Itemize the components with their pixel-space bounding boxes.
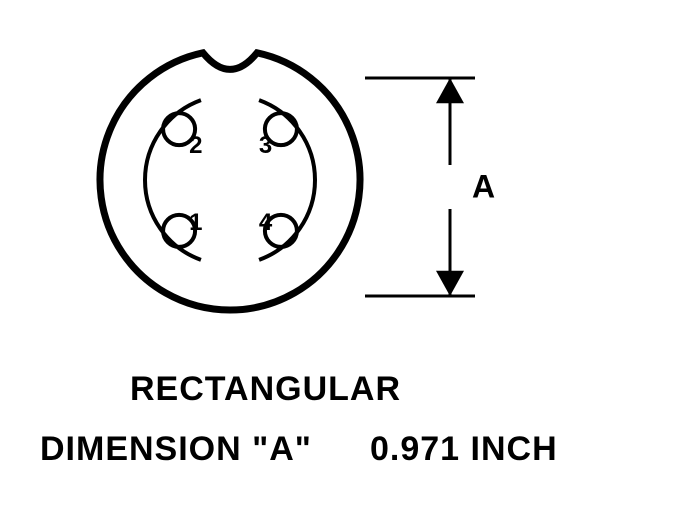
pin-label-2: 2 — [189, 132, 202, 160]
label-dimension-a-value: 0.971 INCH — [370, 430, 558, 469]
label-dimension-a-prefix: DIMENSION "A" — [40, 430, 312, 469]
pin-label-4: 4 — [259, 209, 272, 237]
dim-arrow-top — [436, 78, 464, 103]
dim-arrow-bottom — [436, 271, 464, 296]
label-rectangular: RECTANGULAR — [130, 370, 401, 409]
outer-shell — [100, 53, 360, 310]
pin-label-1: 1 — [189, 209, 202, 237]
dim-label-A: A — [472, 169, 495, 205]
diagram-canvas: A RECTANGULAR DIMENSION "A" 0.971 INCH 1… — [0, 0, 700, 507]
pin-label-3: 3 — [259, 132, 272, 160]
